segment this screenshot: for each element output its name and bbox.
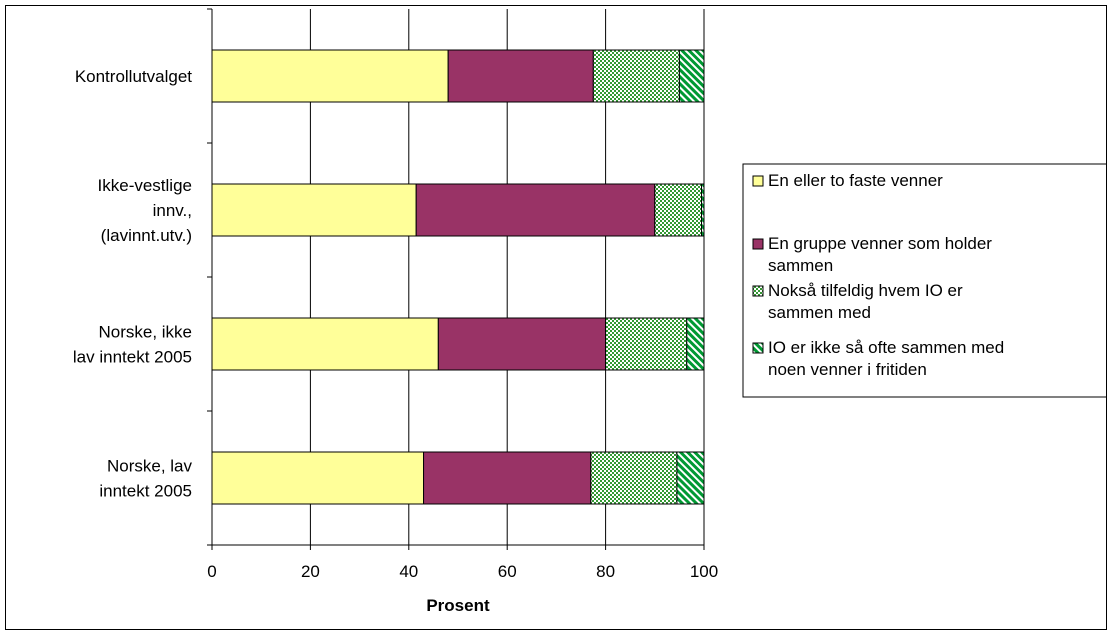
legend-label: En eller to faste venner [768, 171, 943, 190]
x-tick-label: 20 [301, 562, 320, 581]
bar-segment [211, 49, 449, 103]
category-label: Ikke-vestlige [98, 176, 192, 195]
bar-segment [676, 451, 705, 505]
bar-segment [447, 49, 594, 103]
bar-segment [437, 317, 607, 371]
x-tick-label: 0 [207, 562, 216, 581]
legend-swatch [752, 175, 764, 187]
plot-area: Kontrollutvalget Ikke-vestlige innv., (lavi… [73, 8, 718, 615]
legend-label: En gruppe venner som holder [768, 234, 992, 253]
bar-segment [423, 451, 592, 505]
legend-label: noen venner i fritiden [768, 360, 927, 379]
category-label: (lavinnt.utv.) [101, 226, 192, 245]
bar-segment [415, 183, 656, 237]
legend-label: Nokså tilfeldig hvem IO er [768, 281, 963, 300]
category-label: innv., [153, 201, 192, 220]
bar-segment [686, 317, 705, 371]
category-label: Kontrollutvalget [75, 67, 192, 86]
stacked-bar-chart: Kontrollutvalget Ikke-vestlige innv., (lavi… [73, 8, 1106, 615]
bar-segment [701, 183, 705, 237]
x-axis-title: Prosent [426, 596, 490, 615]
bar-segment [678, 49, 705, 103]
x-tick-label: 80 [596, 562, 615, 581]
legend-swatch [752, 285, 764, 297]
bar-segment [211, 183, 417, 237]
legend-box [742, 163, 1106, 398]
category-label: Norske, lav [107, 457, 193, 476]
bar-segment [211, 451, 425, 505]
legend-label: sammen [768, 256, 833, 275]
legend-swatch [752, 342, 764, 354]
category-label: Norske, ikke [98, 323, 192, 342]
x-tick-label: 60 [498, 562, 517, 581]
bar-segment [605, 317, 688, 371]
bar-segment [654, 183, 703, 237]
legend: En eller to faste venner En gruppe venner… [742, 163, 1106, 398]
bar-segment [590, 451, 678, 505]
bar-segment [592, 49, 680, 103]
category-label: lav inntekt 2005 [73, 348, 192, 367]
category-label: inntekt 2005 [99, 482, 192, 501]
x-tick-label: 40 [399, 562, 418, 581]
legend-swatch [752, 238, 764, 250]
legend-label: sammen med [768, 303, 871, 322]
chart-frame: Kontrollutvalget Ikke-vestlige innv., (lavi… [5, 5, 1107, 630]
x-tick-label: 100 [690, 562, 718, 581]
bar-segment [211, 317, 439, 371]
legend-label: IO er ikke så ofte sammen med [768, 338, 1004, 357]
